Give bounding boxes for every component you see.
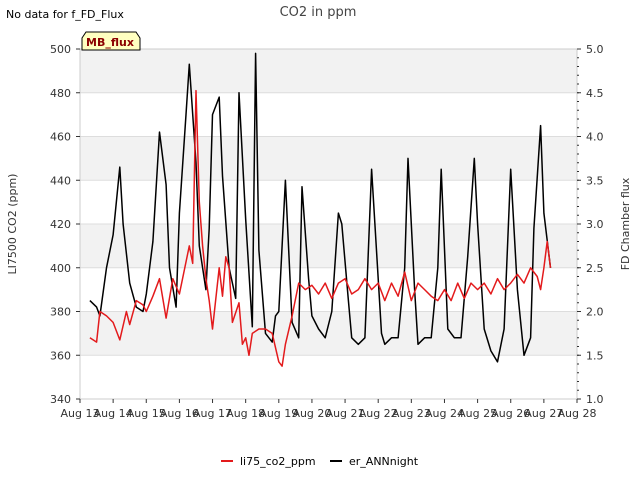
x-tick-label: Aug 15	[127, 407, 166, 420]
y-right-tick-label: 1.0	[586, 393, 604, 406]
x-tick-label: Aug 14	[94, 407, 133, 420]
mb-flux-badge-label: MB_flux	[86, 36, 134, 49]
chart-title: CO2 in ppm	[280, 5, 357, 20]
grid-band	[80, 311, 577, 356]
series-line-er-annnight	[89, 52, 552, 363]
y-left-tick-label: 360	[50, 349, 71, 362]
mb-flux-badge: MB_flux	[81, 31, 141, 51]
x-tick-label: Aug 18	[226, 407, 265, 420]
y-left-tick-label: 420	[50, 218, 71, 231]
y-right-tick-label: 5.0	[586, 43, 604, 56]
y-right-tick-label: 2.5	[586, 262, 604, 275]
series-line-li75-co2-ppm	[89, 89, 552, 367]
x-tick-label: Aug 16	[160, 407, 199, 420]
x-tick-label: Aug 25	[458, 407, 497, 420]
grid-band	[80, 49, 577, 93]
y-right-tick-label: 3.5	[586, 174, 604, 187]
y-right-tick-label: 4.0	[586, 131, 604, 144]
right-axis-label: FD Chamber flux	[619, 177, 632, 270]
no-data-note: No data for f_FD_Flux	[6, 8, 124, 21]
x-tick-label: Aug 23	[392, 407, 431, 420]
grid-band	[80, 224, 577, 268]
x-tick-label: Aug 13	[61, 407, 100, 420]
y-left-tick-label: 460	[50, 131, 71, 144]
y-left-tick-label: 380	[50, 306, 71, 319]
x-tick-label: Aug 20	[292, 407, 331, 420]
y-right-tick-label: 3.0	[586, 218, 604, 231]
x-tick-label: Aug 27	[524, 407, 563, 420]
legend-label-er: er_ANNnight	[349, 455, 419, 468]
legend: li75_co2_ppm er_ANNnight	[221, 455, 419, 468]
x-tick-label: Aug 24	[425, 407, 464, 420]
y-right-tick-label: 1.5	[586, 349, 604, 362]
y-left-tick-label: 400	[50, 262, 71, 275]
x-tick-label: Aug 19	[259, 407, 298, 420]
x-tick-label: Aug 26	[491, 407, 530, 420]
x-tick-label: Aug 17	[193, 407, 232, 420]
x-tick-label: Aug 21	[326, 407, 365, 420]
y-left-tick-label: 440	[50, 174, 71, 187]
legend-label-li75: li75_co2_ppm	[240, 455, 316, 468]
y-right-tick-label: 4.5	[586, 87, 604, 100]
y-left-tick-label: 480	[50, 87, 71, 100]
grid-band	[80, 136, 577, 181]
y-left-tick-label: 340	[50, 393, 71, 406]
left-axis-label: LI7500 CO2 (ppm)	[6, 174, 19, 275]
y-left-tick-label: 500	[50, 43, 71, 56]
x-tick-label: Aug 22	[359, 407, 398, 420]
y-right-tick-label: 2.0	[586, 306, 604, 319]
x-tick-label: Aug 28	[558, 407, 597, 420]
